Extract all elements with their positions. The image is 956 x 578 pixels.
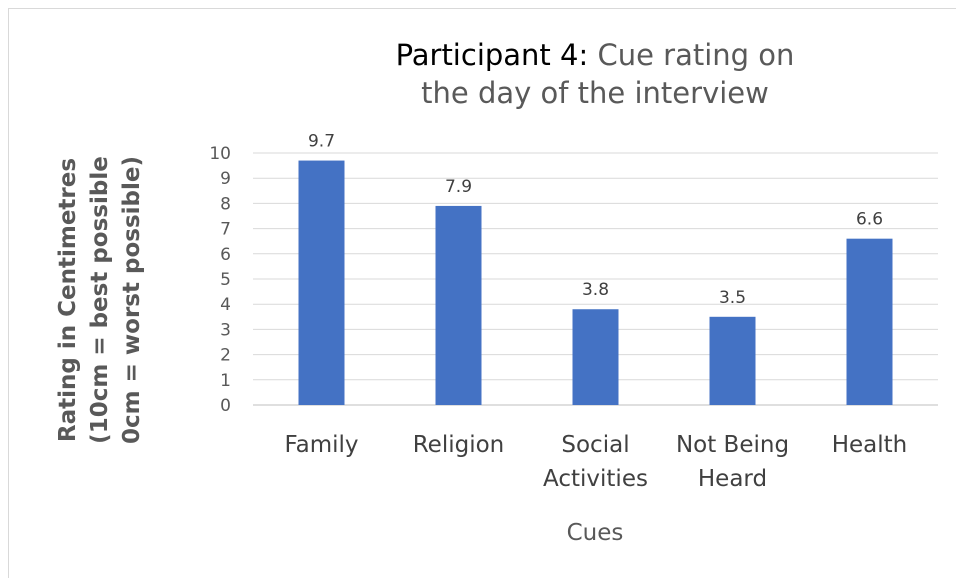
x-tick-label: Family <box>284 432 359 458</box>
y-tick-label: 7 <box>220 220 231 240</box>
bar <box>298 160 345 405</box>
chart-subtitle: Cue rating on the day of the interview <box>421 38 795 110</box>
x-axis-label: Cues <box>566 520 624 546</box>
data-label: 6.6 <box>856 210 883 230</box>
x-tick-label: Religion <box>412 432 505 458</box>
y-tick-label: 4 <box>220 295 231 315</box>
data-label: 7.9 <box>445 177 472 197</box>
y-tick-label: 0 <box>220 396 231 416</box>
chart-border <box>8 8 956 578</box>
y-tick-label: 3 <box>220 320 231 340</box>
bar <box>572 309 619 405</box>
y-tick-label: 1 <box>220 371 231 391</box>
chart-title: Participant 4: <box>395 38 589 72</box>
y-axis-label-line: (10cm = best possible <box>87 156 113 444</box>
bar <box>709 316 756 405</box>
x-tick-label: Health <box>831 432 908 458</box>
x-tick-label: Social Activities <box>543 432 648 492</box>
y-tick-label: 10 <box>209 144 231 164</box>
y-tick-label: 9 <box>220 169 231 189</box>
y-axis-label-line: 0cm = worst possible) <box>119 156 145 444</box>
y-axis-label: Rating in Centimetres (10cm = best possib… <box>55 156 145 444</box>
y-tick-label: 6 <box>220 245 231 265</box>
data-label: 9.7 <box>308 132 335 152</box>
bar <box>435 205 482 405</box>
x-tick-label: Not Being Heard <box>675 432 790 492</box>
chart-title-block: Participant 4: Cue rating on the day of … <box>370 36 820 112</box>
bar <box>846 238 893 405</box>
data-label: 3.8 <box>582 280 609 300</box>
data-label: 3.5 <box>719 288 746 308</box>
y-tick-label: 8 <box>220 194 231 214</box>
y-tick-label: 2 <box>220 346 231 366</box>
y-axis-label-line: Rating in Centimetres <box>55 158 81 442</box>
y-tick-label: 5 <box>220 270 231 290</box>
